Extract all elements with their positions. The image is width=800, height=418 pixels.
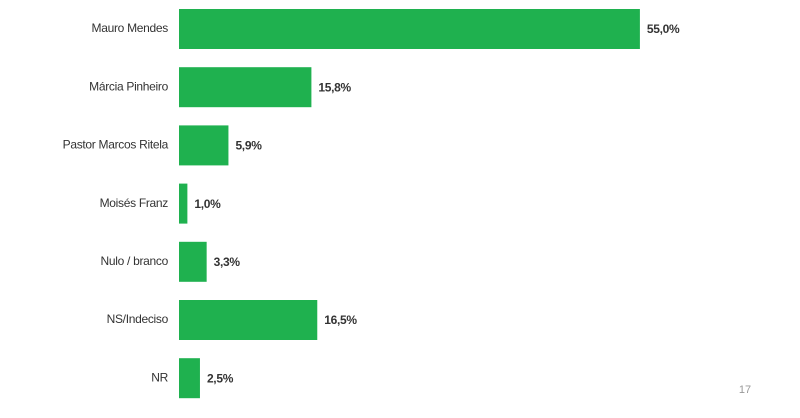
value-label: 5,9% [235,139,262,153]
category-label: NS/Indeciso [107,312,169,326]
value-label: 1,0% [194,197,221,211]
value-label: 15,8% [318,80,351,94]
bar [179,67,312,108]
category-label: Márcia Pinheiro [89,79,168,93]
value-label: 16,5% [324,313,357,327]
category-label: Pastor Marcos Ritela [63,138,169,152]
value-label: 55,0% [647,22,680,36]
value-label: 2,5% [207,371,234,385]
bar [179,300,318,340]
bar [179,358,200,399]
category-label: Nulo / branco [101,254,169,268]
category-label: Moisés Franz [100,196,169,210]
bar [179,183,188,224]
value-label: 3,3% [214,255,241,269]
category-label: NR [151,370,168,384]
bar [179,241,207,282]
bar [179,125,229,166]
page-number: 17 [739,384,751,396]
category-label: Mauro Mendes [92,21,169,35]
bar [179,9,640,49]
